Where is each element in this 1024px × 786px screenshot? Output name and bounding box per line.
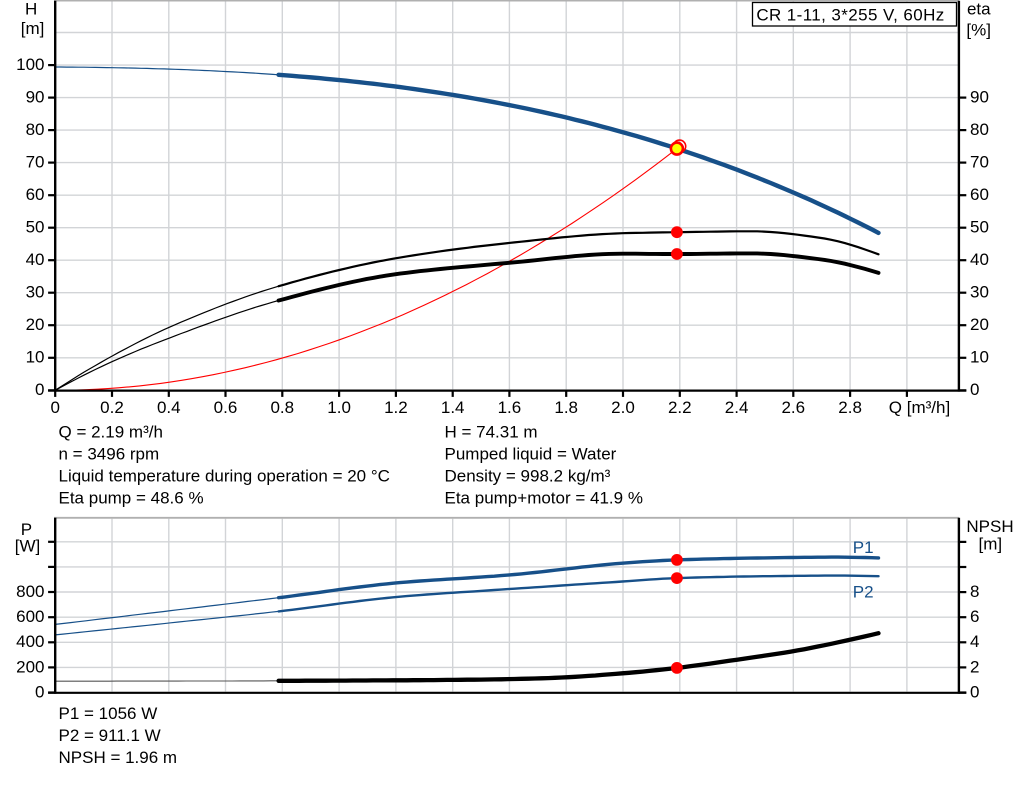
- svg-text:60: 60: [26, 185, 45, 204]
- svg-text:0: 0: [50, 398, 59, 417]
- svg-text:6: 6: [970, 607, 979, 626]
- svg-text:0.6: 0.6: [214, 398, 238, 417]
- svg-text:P2: P2: [853, 583, 874, 602]
- svg-text:2.8: 2.8: [838, 398, 862, 417]
- svg-text:8: 8: [970, 582, 979, 601]
- svg-text:2.4: 2.4: [725, 398, 749, 417]
- svg-text:1.6: 1.6: [498, 398, 522, 417]
- svg-text:2.2: 2.2: [668, 398, 692, 417]
- svg-text:NPSH = 1.96 m: NPSH = 1.96 m: [59, 748, 178, 767]
- svg-text:eta: eta: [967, 0, 991, 19]
- svg-text:Eta pump+motor = 41.9 %: Eta pump+motor = 41.9 %: [445, 488, 643, 507]
- svg-text:H = 74.31 m: H = 74.31 m: [445, 422, 538, 441]
- svg-text:50: 50: [970, 218, 989, 237]
- svg-text:10: 10: [970, 348, 989, 367]
- svg-text:0: 0: [970, 682, 979, 701]
- svg-text:[m]: [m]: [21, 19, 45, 38]
- svg-text:0: 0: [970, 380, 979, 399]
- svg-text:0: 0: [35, 380, 44, 399]
- svg-text:40: 40: [970, 250, 989, 269]
- svg-text:P: P: [21, 520, 32, 539]
- svg-text:[m]: [m]: [978, 535, 1002, 554]
- svg-text:40: 40: [26, 250, 45, 269]
- svg-text:4: 4: [970, 632, 979, 651]
- svg-text:Eta pump = 48.6 %: Eta pump = 48.6 %: [59, 488, 204, 507]
- svg-text:600: 600: [16, 607, 44, 626]
- svg-text:800: 800: [16, 582, 44, 601]
- svg-text:200: 200: [16, 657, 44, 676]
- svg-text:CR 1-11, 3*255 V, 60Hz: CR 1-11, 3*255 V, 60Hz: [756, 5, 944, 24]
- svg-text:50: 50: [26, 218, 45, 237]
- svg-text:n = 3496 rpm: n = 3496 rpm: [59, 444, 160, 463]
- svg-text:P1: P1: [853, 538, 874, 557]
- svg-text:Q [m³/h]: Q [m³/h]: [889, 398, 950, 417]
- svg-text:2.6: 2.6: [781, 398, 805, 417]
- svg-text:2: 2: [970, 657, 979, 676]
- svg-text:60: 60: [970, 185, 989, 204]
- svg-text:10: 10: [26, 348, 45, 367]
- svg-text:100: 100: [16, 55, 44, 74]
- svg-text:400: 400: [16, 632, 44, 651]
- svg-text:0.2: 0.2: [100, 398, 124, 417]
- svg-text:H: H: [25, 0, 37, 19]
- svg-text:Pumped liquid = Water: Pumped liquid = Water: [445, 444, 617, 463]
- svg-text:Density = 998.2 kg/m³: Density = 998.2 kg/m³: [445, 466, 611, 485]
- svg-text:Liquid temperature during oper: Liquid temperature during operation = 20…: [59, 466, 390, 485]
- svg-text:P2 = 911.1 W: P2 = 911.1 W: [59, 726, 161, 745]
- svg-text:Q = 2.19 m³/h: Q = 2.19 m³/h: [59, 422, 163, 441]
- svg-text:70: 70: [26, 153, 45, 172]
- svg-text:0: 0: [35, 682, 44, 701]
- svg-text:1.0: 1.0: [327, 398, 351, 417]
- svg-text:20: 20: [970, 315, 989, 334]
- svg-text:0.4: 0.4: [157, 398, 181, 417]
- svg-text:1.8: 1.8: [554, 398, 578, 417]
- svg-text:30: 30: [26, 283, 45, 302]
- svg-text:NPSH: NPSH: [966, 517, 1013, 536]
- svg-text:70: 70: [970, 153, 989, 172]
- svg-text:90: 90: [970, 88, 989, 107]
- svg-text:20: 20: [26, 315, 45, 334]
- svg-text:30: 30: [970, 283, 989, 302]
- svg-text:80: 80: [970, 120, 989, 139]
- svg-text:[%]: [%]: [966, 21, 991, 40]
- svg-text:2.0: 2.0: [611, 398, 635, 417]
- svg-text:1.2: 1.2: [384, 398, 408, 417]
- svg-text:P1 = 1056 W: P1 = 1056 W: [59, 704, 158, 723]
- svg-text:1.4: 1.4: [441, 398, 465, 417]
- svg-text:0.8: 0.8: [270, 398, 294, 417]
- svg-text:[W]: [W]: [15, 537, 41, 556]
- svg-text:90: 90: [26, 88, 45, 107]
- svg-text:80: 80: [26, 120, 45, 139]
